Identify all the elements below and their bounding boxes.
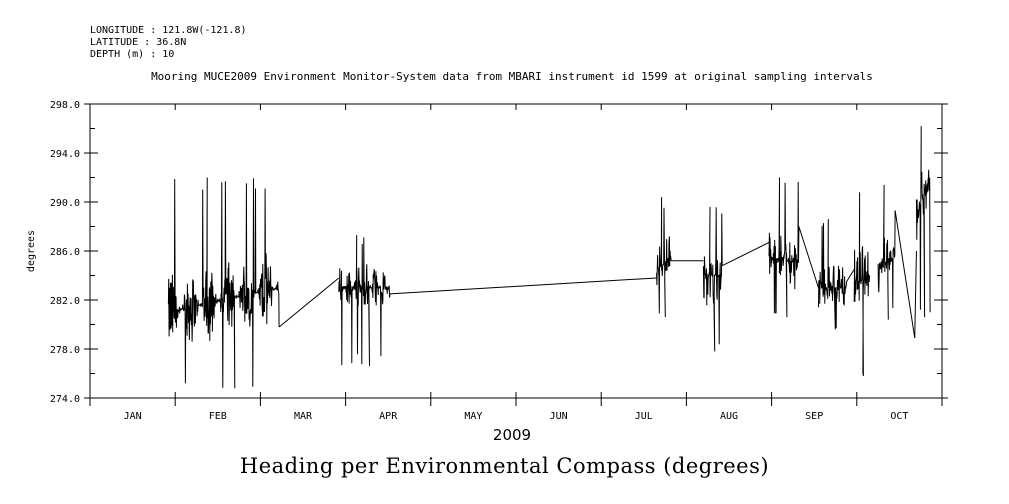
chart-subtitle: Mooring MUCE2009 Environment Monitor-Sys… xyxy=(151,70,873,83)
y-axis: 298.0 294.0 290.0 286.0 282.0 278.0 274.0 xyxy=(50,100,948,405)
series-segment-early-oct xyxy=(877,184,896,320)
y-tick-label: 286.0 xyxy=(50,247,80,258)
longitude-label: LONGITUDE : 121.8W(-121.8) xyxy=(90,25,247,36)
series-connector xyxy=(278,277,340,328)
series-segment-late-sep xyxy=(853,192,871,376)
y-axis-label: degrees xyxy=(26,230,37,272)
series-segment-late-mar-to-apr xyxy=(338,235,391,367)
x-month-label: JUN xyxy=(550,411,568,422)
x-month-label: MAR xyxy=(294,411,313,422)
series-segment-late-aug-early-sep xyxy=(768,177,800,318)
series-connector xyxy=(798,226,819,288)
x-month-label: JAN xyxy=(124,411,142,422)
series-connector xyxy=(846,269,855,282)
series-connector xyxy=(389,277,657,295)
x-month-label: FEB xyxy=(209,411,227,422)
x-month-label: JUL xyxy=(635,411,653,422)
series-segment-mid-sep xyxy=(818,219,848,330)
x-month-label: MAY xyxy=(464,411,482,422)
x-axis-label: 2009 xyxy=(493,426,531,444)
y-tick-label: 290.0 xyxy=(50,198,80,209)
series-connector xyxy=(894,210,916,339)
series-connector xyxy=(721,241,770,267)
chart-title: Heading per Environmental Compass (degre… xyxy=(239,454,770,478)
y-tick-label: 294.0 xyxy=(50,149,80,160)
x-axis: JAN FEB MAR APR MAY JUN JUL AUG SEP OCT xyxy=(89,104,943,422)
x-month-label: APR xyxy=(379,411,398,422)
series-connector xyxy=(914,250,917,338)
x-month-label: SEP xyxy=(805,411,823,422)
series-segment-mid-oct xyxy=(915,126,931,318)
y-tick-label: 274.0 xyxy=(50,394,80,405)
series-segment-early-jul xyxy=(656,197,672,318)
y-tick-label: 298.0 xyxy=(50,100,80,111)
plot-frame xyxy=(89,103,943,399)
depth-label: DEPTH (m) : 10 xyxy=(90,49,175,60)
heading-chart: Mooring MUCE2009 Environment Monitor-Sys… xyxy=(26,70,948,444)
x-month-label: AUG xyxy=(720,411,738,422)
latitude-label: LATITUDE : 36.8N xyxy=(90,37,187,48)
series-segment-late-jan-to-mar xyxy=(167,177,280,389)
y-tick-label: 282.0 xyxy=(50,296,80,307)
y-tick-label: 278.0 xyxy=(50,345,80,356)
x-month-label: OCT xyxy=(890,411,908,422)
heading-series xyxy=(167,126,931,389)
series-segment-late-jul-early-aug xyxy=(702,206,723,352)
